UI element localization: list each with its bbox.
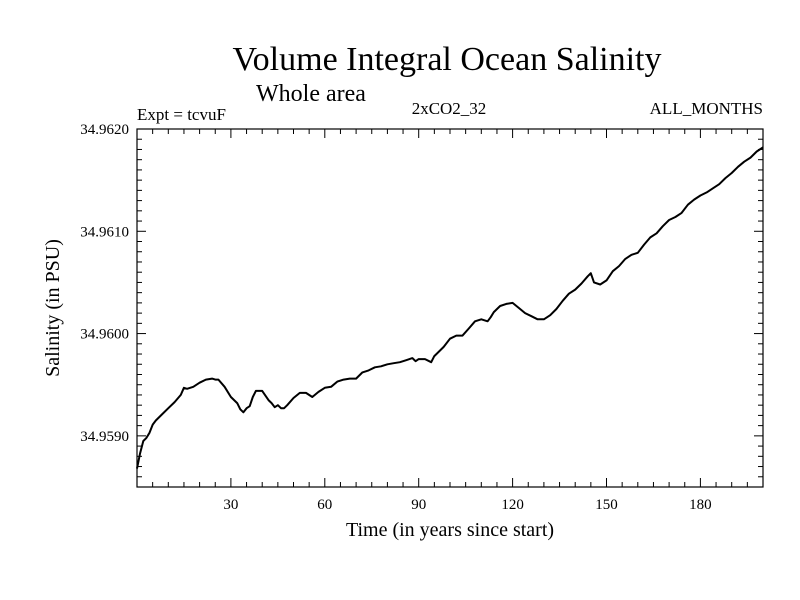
x-tick-label: 30 <box>223 497 238 513</box>
y-tick-label: 34.9620 <box>80 122 129 138</box>
x-tick-label: 60 <box>317 497 332 513</box>
axis-ticks <box>137 129 763 487</box>
y-tick-label: 34.9590 <box>80 429 129 445</box>
x-tick-label: 90 <box>411 497 426 513</box>
y-tick-label: 34.9610 <box>80 224 129 240</box>
x-tick-label: 180 <box>689 497 712 513</box>
x-tick-label: 150 <box>595 497 618 513</box>
x-tick-labels: 30 60 90 120 150 180 <box>223 497 711 513</box>
run-label: 2xCO2_32 <box>412 99 487 118</box>
y-tick-labels: 34.9590 34.9600 34.9610 34.9620 <box>80 122 129 445</box>
y-tick-label: 34.9600 <box>80 327 129 343</box>
y-axis-label: Salinity (in PSU) <box>42 239 64 377</box>
experiment-label: Expt = tcvuF <box>137 105 226 124</box>
x-axis-label: Time (in years since start) <box>346 519 554 541</box>
plot-frame <box>136 128 764 488</box>
months-label: ALL_MONTHS <box>650 99 763 118</box>
salinity-series-line <box>136 146 764 469</box>
chart-subtitle: Whole area <box>256 81 366 107</box>
x-tick-label: 120 <box>501 497 524 513</box>
chart-title: Volume Integral Ocean Salinity <box>233 41 662 78</box>
